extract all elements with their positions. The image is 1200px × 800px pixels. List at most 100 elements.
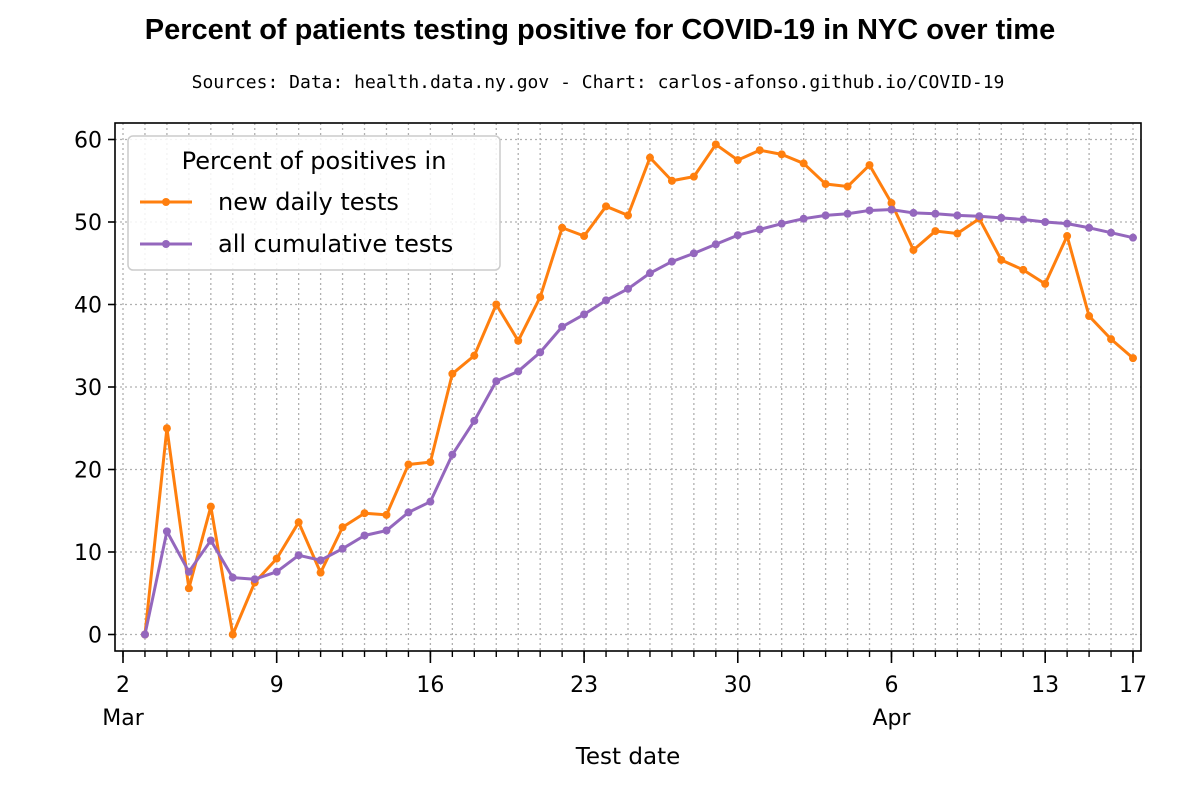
data-point-all-cumulative-tests [448, 450, 457, 459]
legend-title: Percent of positives in [182, 147, 447, 175]
x-tick-label: 13 [1031, 673, 1059, 698]
x-tick-label: 2 [116, 673, 130, 698]
data-point-all-cumulative-tests [1107, 228, 1116, 237]
series-line-all-cumulative-tests [143, 208, 1134, 635]
data-point-new-daily-tests [492, 300, 501, 309]
x-axis: 2 Mar 9 16 23 30 6 Apr 13 17 [102, 651, 1147, 731]
data-point-new-daily-tests [316, 568, 325, 577]
data-point-new-daily-tests [514, 336, 523, 345]
data-point-new-daily-tests [580, 232, 589, 241]
data-point-new-daily-tests [1063, 232, 1072, 241]
data-point-new-daily-tests [206, 502, 215, 511]
data-point-all-cumulative-tests [602, 296, 611, 305]
data-point-new-daily-tests [1041, 279, 1050, 288]
data-point-new-daily-tests [755, 146, 764, 155]
grid [115, 123, 1141, 651]
legend-box [127, 135, 501, 271]
data-point-new-daily-tests [184, 584, 193, 593]
data-point-new-daily-tests [294, 518, 303, 527]
y-tick-label: 10 [74, 541, 102, 566]
data-point-new-daily-tests [162, 424, 171, 433]
data-point-all-cumulative-tests [953, 211, 962, 220]
data-point-all-cumulative-tests [1085, 223, 1094, 232]
data-point-all-cumulative-tests [470, 416, 479, 425]
data-point-new-daily-tests [382, 510, 391, 519]
data-point-all-cumulative-tests [514, 367, 523, 376]
data-point-all-cumulative-tests [997, 213, 1006, 222]
legend-marker-new-daily-tests [162, 198, 170, 206]
data-point-all-cumulative-tests [975, 212, 984, 221]
data-point-new-daily-tests [865, 161, 874, 170]
data-point-new-daily-tests [667, 176, 676, 185]
data-point-new-daily-tests [1129, 354, 1137, 363]
data-point-all-cumulative-tests [865, 206, 874, 215]
x-tick-label: 17 [1119, 673, 1147, 698]
data-point-all-cumulative-tests [140, 630, 149, 639]
data-point-new-daily-tests [360, 509, 369, 518]
series-group [140, 140, 1137, 639]
data-point-new-daily-tests [272, 554, 281, 563]
x-tick-label: 30 [724, 673, 752, 698]
x-tick-label: 6 [884, 673, 898, 698]
data-point-all-cumulative-tests [404, 508, 413, 517]
data-point-new-daily-tests [733, 156, 742, 165]
data-point-all-cumulative-tests [382, 526, 391, 535]
data-point-all-cumulative-tests [536, 348, 545, 357]
legend-entry-all-cumulative-tests: all cumulative tests [140, 230, 453, 258]
data-point-all-cumulative-tests [360, 531, 369, 540]
data-point-all-cumulative-tests [294, 551, 303, 560]
data-point-all-cumulative-tests [580, 310, 589, 319]
data-point-new-daily-tests [711, 140, 720, 149]
data-point-all-cumulative-tests [624, 284, 632, 293]
data-point-all-cumulative-tests [184, 567, 193, 576]
data-point-all-cumulative-tests [799, 214, 808, 223]
data-point-new-daily-tests [909, 246, 918, 255]
data-point-new-daily-tests [1085, 312, 1094, 321]
y-tick-label: 20 [74, 459, 102, 484]
data-point-all-cumulative-tests [667, 257, 676, 266]
data-point-new-daily-tests [426, 458, 435, 467]
data-point-all-cumulative-tests [1041, 218, 1050, 226]
legend-marker-all-cumulative-tests [162, 240, 170, 248]
data-point-all-cumulative-tests [338, 544, 347, 553]
data-point-new-daily-tests [338, 523, 347, 532]
data-point-all-cumulative-tests [645, 269, 654, 278]
data-point-new-daily-tests [997, 255, 1006, 264]
x-tick-label: 16 [416, 673, 444, 698]
data-point-all-cumulative-tests [426, 497, 435, 506]
chart-subtitle: Sources: Data: health.data.ny.gov - Char… [192, 72, 1005, 93]
data-point-all-cumulative-tests [755, 225, 764, 234]
x-axis-label: Test date [575, 744, 680, 770]
data-point-new-daily-tests [645, 153, 654, 162]
data-point-all-cumulative-tests [316, 556, 325, 565]
data-point-new-daily-tests [536, 293, 545, 302]
data-point-all-cumulative-tests [228, 573, 237, 582]
data-point-all-cumulative-tests [931, 209, 940, 218]
plot-frame [114, 122, 1142, 652]
data-point-new-daily-tests [953, 229, 962, 238]
data-point-new-daily-tests [1107, 335, 1116, 344]
data-point-all-cumulative-tests [1019, 215, 1028, 224]
data-point-new-daily-tests [821, 180, 830, 189]
x-tick-label: 9 [270, 673, 284, 698]
data-point-all-cumulative-tests [1063, 219, 1072, 228]
data-point-all-cumulative-tests [733, 231, 742, 240]
data-point-all-cumulative-tests [1129, 233, 1137, 242]
data-point-new-daily-tests [843, 182, 852, 191]
data-point-new-daily-tests [448, 369, 457, 378]
legend: Percent of positives in new daily tests … [127, 135, 501, 271]
data-point-new-daily-tests [777, 150, 786, 159]
data-point-all-cumulative-tests [887, 205, 896, 214]
x-month-label: Mar [102, 706, 144, 731]
legend-label-all-cumulative-tests: all cumulative tests [218, 230, 453, 258]
data-point-all-cumulative-tests [843, 209, 852, 218]
data-point-new-daily-tests [602, 202, 611, 211]
data-point-new-daily-tests [887, 199, 896, 208]
x-month-label: Apr [872, 706, 911, 731]
data-point-new-daily-tests [799, 159, 808, 168]
y-tick-label: 60 [74, 129, 102, 154]
y-tick-label: 0 [88, 624, 102, 649]
y-axis: 0 10 20 30 40 50 60 [74, 129, 115, 649]
data-point-all-cumulative-tests [909, 208, 918, 217]
